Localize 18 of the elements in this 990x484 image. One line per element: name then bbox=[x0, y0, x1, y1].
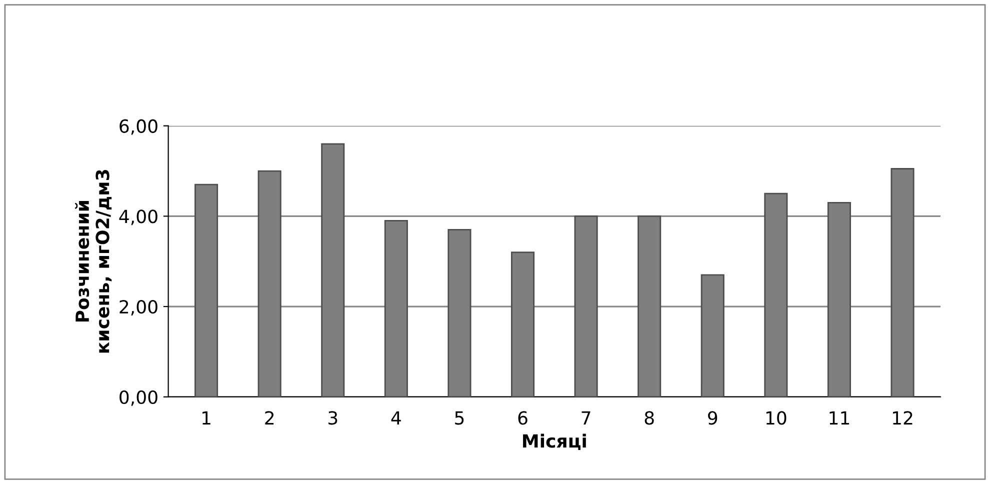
x-tick-label: 9 bbox=[708, 411, 718, 425]
y-axis-title: Розчинений кисень, мгО2/дм3 bbox=[75, 170, 112, 353]
x-tick-label: 7 bbox=[582, 411, 590, 424]
x-tick-label: 11 bbox=[830, 411, 850, 424]
x-tick-label: 12 bbox=[893, 411, 912, 424]
x-tick-label: 5 bbox=[455, 411, 464, 425]
x-tick-label: 10 bbox=[766, 411, 786, 425]
x-tick-label: 1 bbox=[202, 411, 210, 424]
y-tick-label: 6,00 bbox=[120, 119, 158, 135]
y-tick-label: 2,00 bbox=[120, 300, 158, 316]
y-tick-label: 4,00 bbox=[119, 210, 158, 226]
x-tick-label: 8 bbox=[644, 411, 654, 425]
x-axis-title: Місяці bbox=[523, 434, 586, 450]
x-tick-label: 6 bbox=[518, 411, 528, 425]
y-tick-label: 0,00 bbox=[120, 390, 158, 406]
x-tick-label: 2 bbox=[265, 411, 274, 424]
x-tick-label: 4 bbox=[391, 411, 401, 424]
x-tick-label: 3 bbox=[328, 411, 338, 425]
